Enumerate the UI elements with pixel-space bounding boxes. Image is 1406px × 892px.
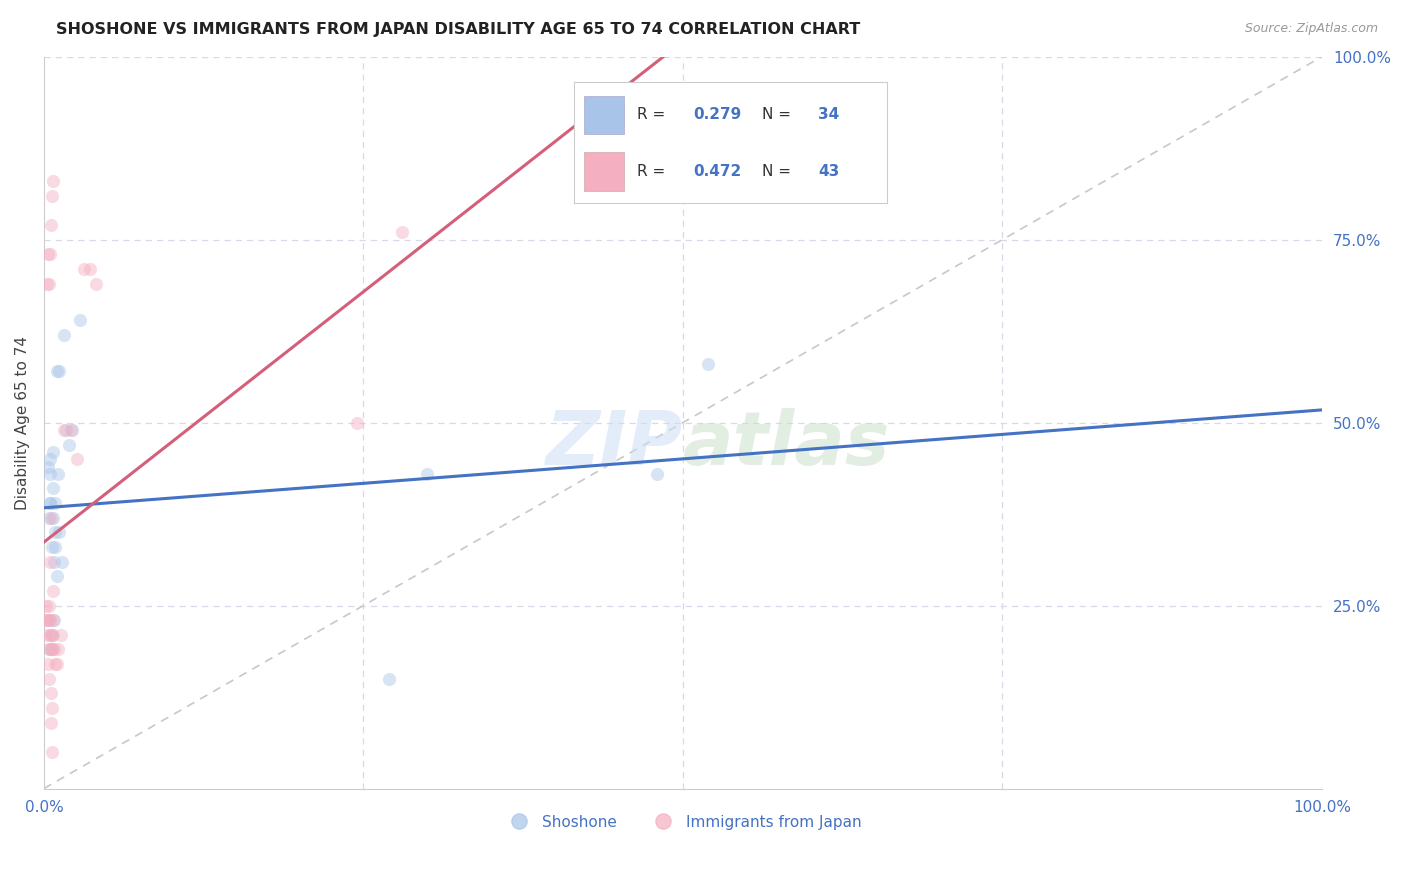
Point [35, 628, 58, 642]
Point [72, 261, 94, 276]
Point [41, 628, 63, 642]
Point [39, 218, 62, 232]
Point [38, 672, 60, 686]
Point [39, 715, 62, 730]
Point [84, 277, 107, 291]
Point [42, 613, 65, 627]
Point [647, 467, 669, 481]
Point [48, 364, 70, 378]
Point [69, 313, 91, 327]
Point [38, 642, 60, 657]
Point [53, 423, 76, 437]
Point [46, 467, 69, 481]
Legend: Shoshone, Immigrants from Japan: Shoshone, Immigrants from Japan [498, 808, 868, 836]
Point [45, 364, 67, 378]
Point [41, 642, 63, 657]
Point [391, 225, 413, 239]
Point [59, 423, 82, 437]
Point [41, 188, 63, 202]
Point [38, 599, 60, 613]
Point [37, 613, 59, 627]
Point [39, 467, 62, 481]
Point [39, 510, 62, 524]
Point [38, 555, 60, 569]
Point [697, 357, 720, 371]
Point [37, 247, 59, 261]
Point [416, 467, 439, 481]
Point [42, 628, 65, 642]
Text: SHOSHONE VS IMMIGRANTS FROM JAPAN DISABILITY AGE 65 TO 74 CORRELATION CHART: SHOSHONE VS IMMIGRANTS FROM JAPAN DISABI… [56, 22, 860, 37]
Text: Source: ZipAtlas.com: Source: ZipAtlas.com [1244, 22, 1378, 36]
Point [38, 277, 60, 291]
Point [346, 416, 368, 430]
Point [44, 540, 66, 554]
Point [39, 628, 62, 642]
Text: ZIP: ZIP [546, 408, 683, 481]
Point [39, 686, 62, 700]
Point [42, 445, 65, 459]
Point [38, 247, 60, 261]
Point [39, 496, 62, 510]
Point [55, 423, 77, 437]
Point [42, 174, 65, 188]
Point [35, 277, 58, 291]
Point [44, 496, 66, 510]
Point [42, 482, 65, 496]
Point [35, 599, 58, 613]
Point [41, 745, 63, 759]
Point [45, 569, 67, 583]
Point [41, 701, 63, 715]
Point [53, 327, 76, 342]
Point [41, 540, 63, 554]
Point [37, 613, 59, 627]
Point [44, 657, 66, 672]
Point [79, 261, 101, 276]
Y-axis label: Disability Age 65 to 74: Disability Age 65 to 74 [15, 335, 30, 509]
Point [37, 459, 59, 474]
Point [48, 525, 70, 540]
Point [42, 642, 65, 657]
Point [42, 510, 65, 524]
Point [38, 510, 60, 524]
Point [51, 555, 73, 569]
Point [378, 672, 401, 686]
Point [58, 437, 80, 451]
Point [38, 613, 60, 627]
Point [42, 613, 65, 627]
Text: atlas: atlas [683, 408, 890, 481]
Point [45, 657, 67, 672]
Point [39, 452, 62, 467]
Point [42, 555, 65, 569]
Point [49, 628, 72, 642]
Point [39, 496, 62, 510]
Point [38, 642, 60, 657]
Point [35, 613, 58, 627]
Point [39, 642, 62, 657]
Point [42, 583, 65, 598]
Point [66, 452, 89, 467]
Point [41, 642, 63, 657]
Point [39, 628, 62, 642]
Point [60, 423, 83, 437]
Point [46, 642, 69, 657]
Point [37, 657, 59, 672]
Point [39, 613, 62, 627]
Point [44, 525, 66, 540]
